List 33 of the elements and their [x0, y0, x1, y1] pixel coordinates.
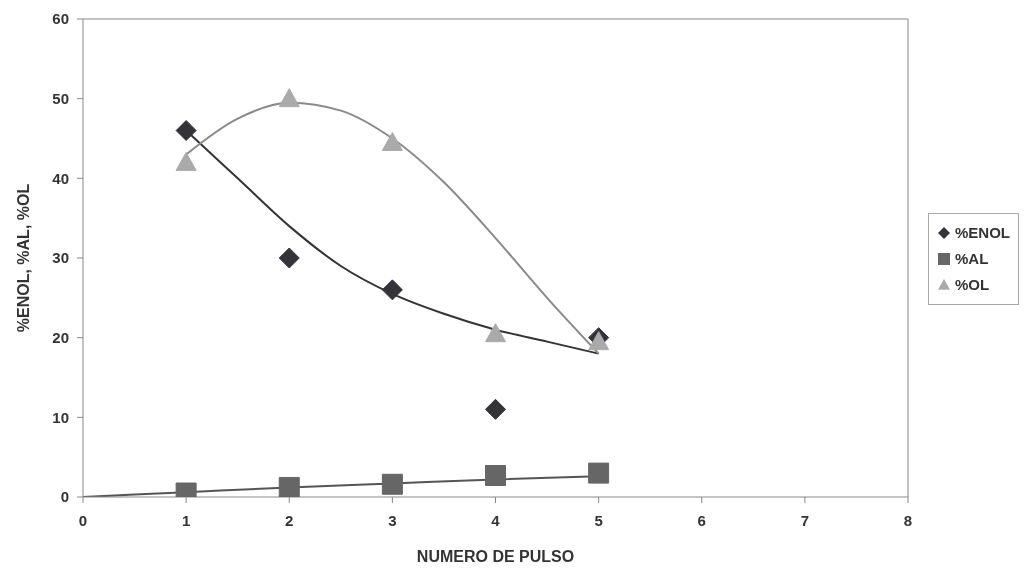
- y-tick-label: 30: [52, 249, 69, 267]
- x-tick-label: 0: [78, 511, 88, 529]
- x-tick-label: 4: [491, 511, 501, 529]
- point: [381, 279, 403, 301]
- x-tick-label: 2: [285, 511, 294, 529]
- point: [175, 151, 197, 171]
- y-tick-label: 20: [52, 328, 69, 346]
- x-tick-label: 1: [181, 511, 191, 529]
- y-tick-label: 60: [52, 10, 69, 28]
- x-tick-label: 8: [903, 511, 913, 529]
- point: [485, 464, 506, 486]
- point: [278, 247, 300, 269]
- point: [381, 131, 403, 151]
- point: [175, 120, 197, 142]
- y-tick-label: 40: [52, 169, 69, 187]
- x-tick-label: 5: [594, 511, 603, 529]
- x-axis-title: NUMERO DE PULSO: [416, 548, 575, 565]
- point: [278, 88, 300, 108]
- y-axis-title: %ENOL, %AL, %OL: [14, 183, 32, 333]
- point: [485, 323, 506, 343]
- x-tick-label: 6: [697, 511, 706, 529]
- legend-label: %ENOL: [954, 223, 1010, 243]
- point: [588, 462, 610, 484]
- point: [278, 476, 300, 497]
- y-tick-label: 10: [52, 408, 69, 426]
- legend-label: %AL: [954, 249, 989, 269]
- legend-label: %OL: [954, 275, 990, 295]
- point: [381, 473, 403, 495]
- point: [485, 398, 506, 420]
- y-tick-label: 50: [52, 89, 69, 107]
- y-tick-label: 0: [60, 488, 69, 506]
- x-tick-label: 3: [388, 511, 397, 529]
- x-tick-label: 7: [800, 511, 810, 529]
